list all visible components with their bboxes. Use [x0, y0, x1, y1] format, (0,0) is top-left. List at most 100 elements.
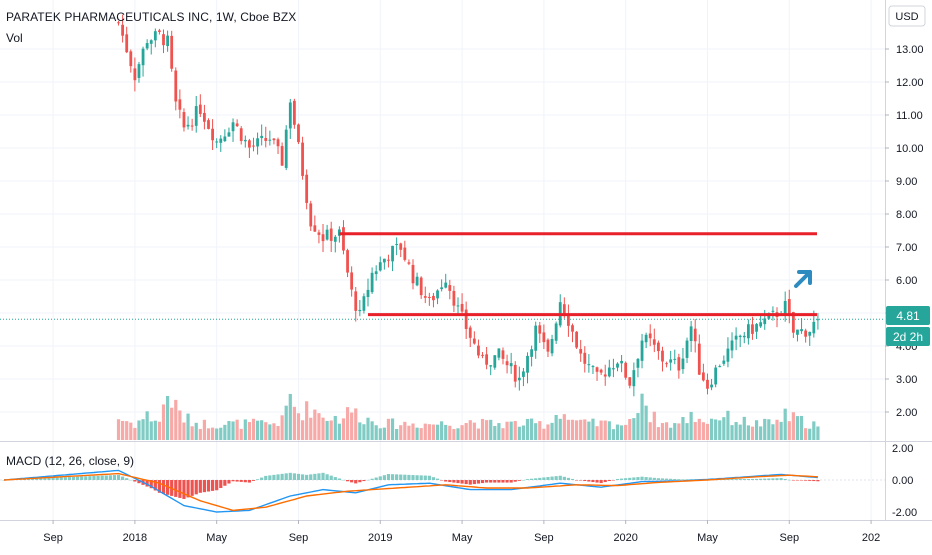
candle-body[interactable] [252, 145, 255, 147]
candle-body[interactable] [440, 287, 444, 290]
candle-body[interactable] [804, 330, 808, 337]
candle-body[interactable] [305, 174, 309, 203]
candle-body[interactable] [652, 339, 656, 345]
candle-body[interactable] [272, 138, 276, 141]
candle-body[interactable] [591, 366, 595, 368]
candle-body[interactable] [706, 379, 709, 389]
candle-body[interactable] [472, 338, 476, 344]
candle-body[interactable] [166, 35, 169, 47]
candle-body[interactable] [174, 70, 178, 102]
candle-body[interactable] [787, 299, 791, 315]
candle-body[interactable] [701, 372, 705, 381]
candle-body[interactable] [808, 331, 812, 336]
candle-body[interactable] [734, 335, 738, 340]
candle-body[interactable] [182, 112, 186, 128]
candle-body[interactable] [391, 245, 394, 262]
candle-body[interactable] [350, 272, 354, 290]
candle-body[interactable] [427, 296, 431, 298]
candle-body[interactable] [624, 362, 628, 378]
candle-body[interactable] [378, 262, 382, 271]
signal-line[interactable] [3, 472, 818, 512]
candle-body[interactable] [603, 374, 607, 377]
candle-body[interactable] [158, 30, 161, 32]
candle-body[interactable] [742, 335, 746, 338]
candle-body[interactable] [362, 296, 366, 311]
candle-body[interactable] [309, 203, 313, 227]
candle-body[interactable] [751, 324, 754, 334]
candle-body[interactable] [448, 285, 452, 291]
candle-body[interactable] [677, 357, 681, 371]
candle-body[interactable] [313, 225, 317, 232]
candle-body[interactable] [211, 128, 214, 141]
volume-label[interactable]: Vol [6, 31, 23, 45]
candle-body[interactable] [607, 367, 611, 377]
candle-body[interactable] [534, 325, 538, 351]
candle-body[interactable] [522, 371, 525, 377]
candle-body[interactable] [342, 227, 345, 251]
candle-body[interactable] [178, 99, 182, 110]
candle-body[interactable] [673, 358, 677, 360]
candle-body[interactable] [382, 258, 386, 263]
candle-body[interactable] [644, 334, 648, 343]
candle-body[interactable] [718, 366, 722, 368]
candlesticks[interactable] [117, 14, 820, 397]
candle-body[interactable] [235, 123, 239, 127]
candle-body[interactable] [239, 128, 243, 141]
candle-body[interactable] [526, 355, 529, 373]
candle-body[interactable] [190, 125, 194, 127]
candle-body[interactable] [256, 138, 259, 147]
candle-body[interactable] [550, 339, 554, 354]
candle-body[interactable] [198, 104, 202, 114]
candle-body[interactable] [444, 282, 448, 288]
candle-body[interactable] [141, 48, 145, 66]
candle-body[interactable] [133, 68, 137, 81]
candle-body[interactable] [223, 136, 227, 142]
candle-body[interactable] [726, 348, 730, 362]
candle-body[interactable] [791, 311, 795, 333]
candle-body[interactable] [280, 146, 284, 166]
candle-body[interactable] [297, 124, 300, 143]
candle-body[interactable] [579, 349, 583, 354]
chart-title[interactable]: PARATEK PHARMACEUTICALS INC, 1W, Cboe BZ… [6, 10, 297, 24]
candle-body[interactable] [194, 106, 198, 126]
candle-body[interactable] [301, 142, 304, 176]
candle-body[interactable] [783, 300, 787, 316]
candle-body[interactable] [657, 342, 660, 352]
candle-body[interactable] [513, 364, 517, 382]
candle-body[interactable] [407, 262, 411, 264]
candle-body[interactable] [468, 327, 472, 338]
candle-body[interactable] [481, 354, 484, 356]
candle-body[interactable] [759, 322, 763, 327]
candle-body[interactable] [153, 31, 157, 41]
candle-body[interactable] [530, 349, 534, 357]
candle-body[interactable] [575, 331, 578, 348]
candle-body[interactable] [714, 367, 718, 385]
candle-body[interactable] [505, 361, 509, 366]
candle-body[interactable] [800, 329, 803, 332]
candle-body[interactable] [419, 277, 423, 296]
currency-badge[interactable]: USD [888, 5, 926, 27]
candle-body[interactable] [464, 309, 468, 329]
candle-body[interactable] [284, 129, 288, 168]
candle-body[interactable] [763, 318, 767, 325]
candle-body[interactable] [489, 365, 493, 367]
time-axis-ticks[interactable]: Sep 2018 May Sep 2019 May Sep 2020 May Sep 202 [43, 520, 880, 544]
candle-body[interactable] [170, 35, 174, 69]
candle-body[interactable] [403, 247, 407, 260]
candle-body[interactable] [681, 358, 685, 370]
candle-body[interactable] [567, 314, 570, 326]
candle-body[interactable] [227, 132, 231, 137]
candle-body[interactable] [730, 340, 734, 351]
price-axis-ticks[interactable]: 13.0012.0011.0010.009.008.007.006.005.00… [885, 44, 924, 419]
candle-body[interactable] [399, 243, 403, 250]
candle-body[interactable] [374, 271, 378, 275]
candle-body[interactable] [493, 355, 497, 368]
candle-body[interactable] [125, 34, 129, 53]
candle-body[interactable] [411, 264, 415, 284]
candle-body[interactable] [661, 350, 664, 362]
candle-body[interactable] [583, 352, 587, 364]
candle-body[interactable] [693, 328, 697, 342]
candle-body[interactable] [685, 340, 689, 358]
candle-body[interactable] [329, 228, 333, 241]
